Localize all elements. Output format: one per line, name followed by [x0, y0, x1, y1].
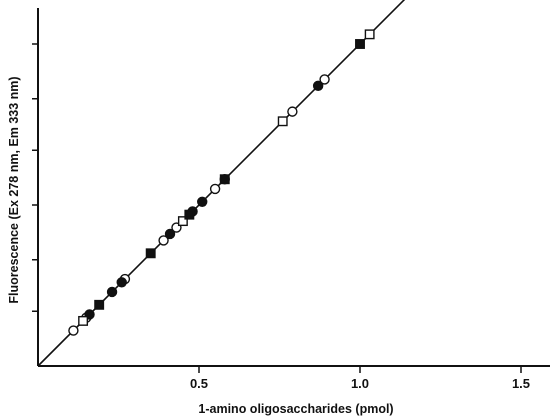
open-circle-point — [287, 106, 298, 117]
filled-circle-point — [312, 80, 324, 92]
x-ticks: 0.5 1.0 1.5 — [190, 366, 530, 391]
filled-circle-point — [164, 228, 176, 240]
filled-square-point — [355, 39, 365, 49]
filled-square-point — [219, 174, 230, 185]
open-circle-point — [319, 74, 330, 85]
open-circle-point — [209, 183, 221, 195]
x-tick-label: 1.5 — [512, 376, 530, 391]
axes — [37, 8, 550, 367]
y-axis-label: Fluorescence (Ex 278 nm, Em 333 nm) — [7, 76, 21, 303]
filled-square-point — [94, 299, 105, 310]
open-square-point — [364, 29, 375, 40]
filled-circle-point — [197, 196, 208, 207]
open-square-point — [277, 116, 288, 127]
filled-circle-point — [106, 286, 118, 298]
fit-line — [37, 0, 406, 367]
filled-square-point — [184, 209, 195, 220]
open-square-point — [78, 315, 89, 326]
filled-square-point — [145, 248, 156, 259]
open-circle-point — [158, 235, 169, 246]
x-tick-label: 1.0 — [351, 376, 369, 391]
x-axis-label: 1-amino oligosaccharides (pmol) — [198, 402, 393, 416]
x-tick-label: 0.5 — [190, 376, 208, 391]
filled-circle-point — [116, 277, 127, 288]
data-markers — [68, 29, 375, 336]
y-ticks — [32, 43, 38, 313]
open-circle-point — [68, 325, 79, 336]
open-square-point — [177, 216, 188, 227]
